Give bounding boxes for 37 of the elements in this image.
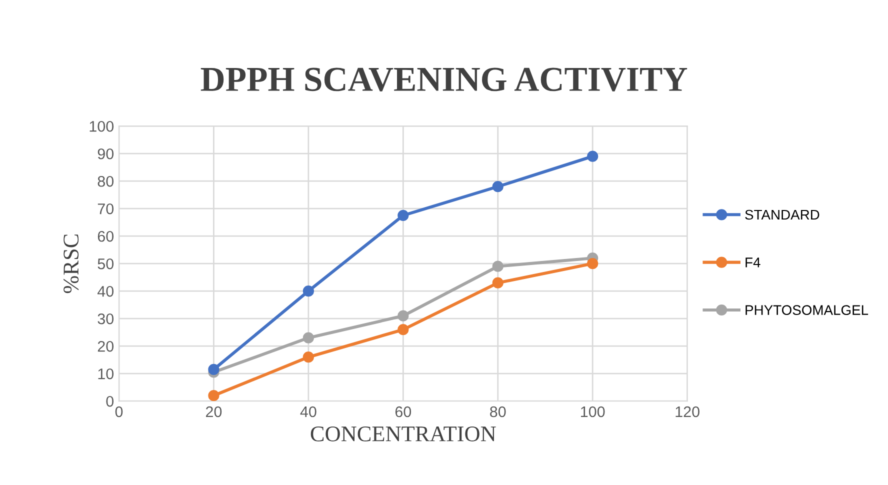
x-tick-label: 0 bbox=[115, 406, 123, 418]
point bbox=[302, 286, 314, 297]
y-tick-label: 10 bbox=[98, 368, 114, 380]
y-tick-label: 80 bbox=[98, 176, 114, 187]
y-tick-label: 30 bbox=[98, 313, 114, 324]
point bbox=[492, 260, 504, 272]
point bbox=[398, 210, 409, 222]
point bbox=[587, 150, 598, 162]
legend-label: F4 bbox=[746, 258, 760, 268]
x-tick-label: 40 bbox=[300, 406, 316, 418]
point bbox=[492, 277, 504, 288]
point bbox=[398, 324, 409, 336]
y-tick-label: 90 bbox=[98, 148, 114, 160]
x-axis-title: CONCENTRATION bbox=[310, 426, 496, 442]
point bbox=[587, 258, 598, 270]
x-tick-label: 120 bbox=[676, 406, 700, 418]
legend-label: STANDARD bbox=[745, 210, 820, 220]
y-tick-label: 100 bbox=[90, 120, 114, 132]
legend-label: PHYTOSOMALGEL bbox=[746, 305, 868, 315]
y-axis-title: %RSC bbox=[64, 234, 79, 294]
point bbox=[302, 352, 314, 363]
point bbox=[208, 390, 220, 402]
y-tick-label: 20 bbox=[98, 340, 114, 352]
chart-title: DPPH SCAVENING ACTIVITY bbox=[200, 68, 688, 92]
y-tick-label: 70 bbox=[98, 203, 114, 214]
y-tick-label: 60 bbox=[98, 230, 114, 242]
x-tick-label: 20 bbox=[206, 406, 222, 418]
point bbox=[208, 364, 220, 376]
x-tick-label: 60 bbox=[395, 406, 412, 418]
x-tick-label: 100 bbox=[581, 406, 605, 418]
x-tick-label: 80 bbox=[490, 406, 506, 418]
y-tick-label: 0 bbox=[106, 396, 114, 407]
point bbox=[398, 310, 409, 322]
y-tick-label: 50 bbox=[98, 258, 114, 270]
y-tick-label: 40 bbox=[97, 286, 114, 297]
point bbox=[302, 332, 314, 344]
point bbox=[492, 181, 504, 192]
